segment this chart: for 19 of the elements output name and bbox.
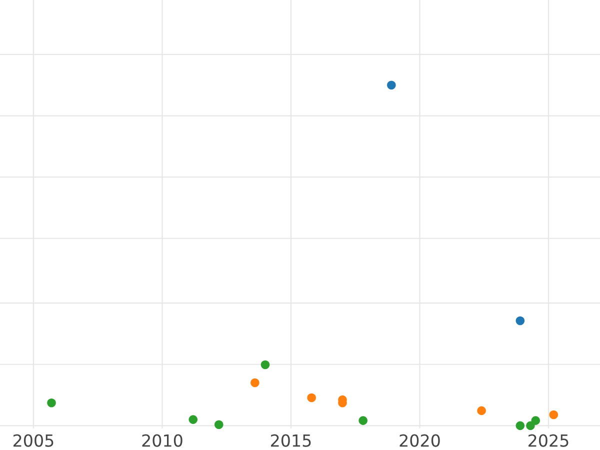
point bbox=[307, 393, 316, 402]
x-tick-label: 2005 bbox=[13, 434, 54, 447]
x-tick-label: 2015 bbox=[271, 434, 311, 447]
point bbox=[526, 421, 535, 430]
point bbox=[250, 378, 260, 388]
point bbox=[549, 410, 558, 420]
point bbox=[358, 416, 368, 425]
point bbox=[477, 406, 486, 416]
point bbox=[387, 80, 396, 90]
point bbox=[516, 316, 525, 326]
x-tick-label: 2025 bbox=[528, 434, 568, 447]
x-tick-label: 2020 bbox=[400, 434, 440, 447]
point bbox=[516, 421, 525, 430]
x-tick-label: 2010 bbox=[142, 434, 182, 447]
point bbox=[260, 360, 270, 370]
point bbox=[47, 398, 56, 408]
point bbox=[188, 415, 198, 424]
point bbox=[214, 420, 224, 430]
point bbox=[531, 416, 540, 425]
